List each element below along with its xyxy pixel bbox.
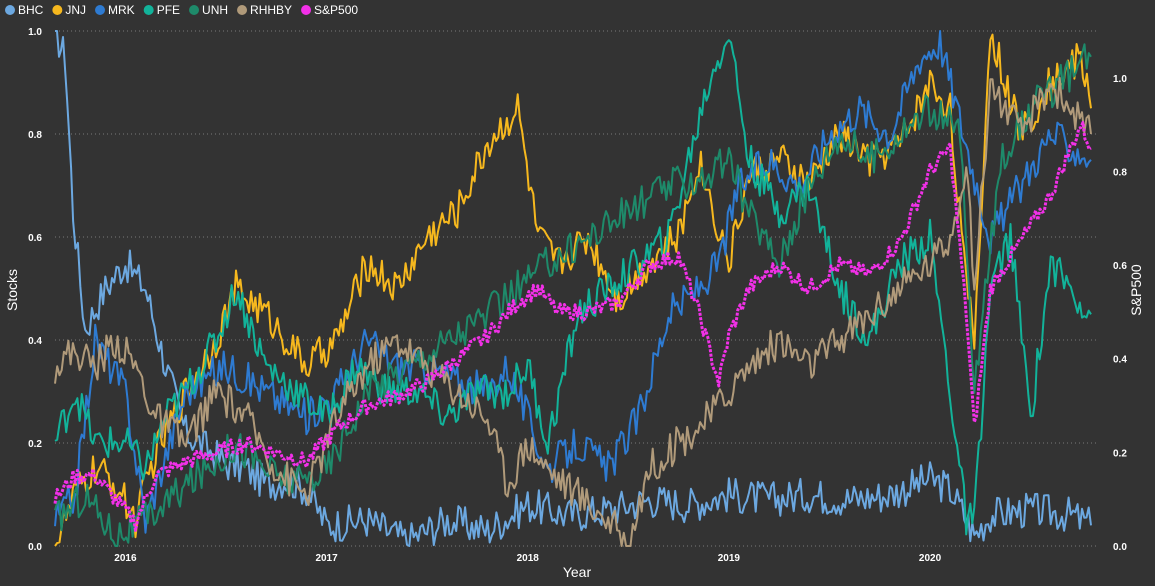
y-tick-label: 0.6 <box>28 233 42 244</box>
y-axis-title: Stocks <box>4 269 20 311</box>
y2-tick-label: 1.0 <box>1113 74 1127 85</box>
legend-label: S&P500 <box>314 3 358 17</box>
y2-tick-label: 0.8 <box>1113 167 1127 178</box>
legend-item-sp500[interactable]: S&P500 <box>301 3 358 17</box>
legend-item-bhc[interactable]: BHC <box>5 3 44 17</box>
y2-tick-label: 0.4 <box>1113 355 1127 366</box>
legend-label: RHHBY <box>250 3 292 17</box>
series-line-sp500 <box>53 121 1092 532</box>
y-axis-ticks: 0.0 0.2 0.4 0.6 0.8 1.0 <box>28 27 42 553</box>
y-tick-label: 1.0 <box>28 27 42 38</box>
series-line-pfe <box>54 39 1092 536</box>
series-line-rhhby <box>54 76 1092 547</box>
legend-marker <box>95 5 106 15</box>
series-lines <box>53 30 1092 547</box>
y-tick-label: 0.8 <box>28 130 42 141</box>
legend-item-rhhby[interactable]: RHHBY <box>237 3 292 17</box>
series-line-bhc <box>55 30 1092 547</box>
legend-item-pfe[interactable]: PFE <box>143 3 180 17</box>
legend-label: BHC <box>18 3 44 17</box>
x-axis-ticks: 2016 2017 2018 2019 2020 <box>114 553 941 564</box>
y2-axis-ticks: 0.0 0.2 0.4 0.6 0.8 1.0 <box>1113 74 1127 553</box>
y2-tick-label: 0.0 <box>1113 542 1127 553</box>
series-line-mrk <box>54 30 1092 534</box>
x-tick-label: 2018 <box>517 553 540 564</box>
y-tick-label: 0.2 <box>28 439 42 450</box>
legend[interactable]: BHC JNJ MRK PFE UNH RHHBY S&P500 <box>5 3 358 17</box>
legend-marker <box>189 5 200 15</box>
legend-marker <box>5 5 15 15</box>
x-tick-label: 2016 <box>114 553 137 564</box>
legend-marker <box>52 5 63 15</box>
x-axis-title: Year <box>563 564 592 580</box>
legend-marker <box>143 5 154 15</box>
legend-label: MRK <box>108 3 135 17</box>
legend-label: JNJ <box>65 3 86 17</box>
legend-label: PFE <box>157 3 180 17</box>
y2-tick-label: 0.2 <box>1113 448 1127 459</box>
legend-item-jnj[interactable]: JNJ <box>52 3 86 17</box>
legend-marker <box>237 5 248 15</box>
legend-marker <box>301 5 312 15</box>
y2-tick-label: 0.6 <box>1113 261 1127 272</box>
series-line-unh <box>54 43 1092 547</box>
legend-item-unh[interactable]: UNH <box>189 3 228 17</box>
y2-axis-title: S&P500 <box>1128 264 1144 316</box>
legend-item-mrk[interactable]: MRK <box>95 3 135 17</box>
x-tick-label: 2020 <box>919 553 942 564</box>
x-tick-label: 2019 <box>718 553 741 564</box>
legend-label: UNH <box>202 3 228 17</box>
x-tick-label: 2017 <box>315 553 338 564</box>
y-tick-label: 0.4 <box>28 336 42 347</box>
y-tick-label: 0.0 <box>28 542 42 553</box>
